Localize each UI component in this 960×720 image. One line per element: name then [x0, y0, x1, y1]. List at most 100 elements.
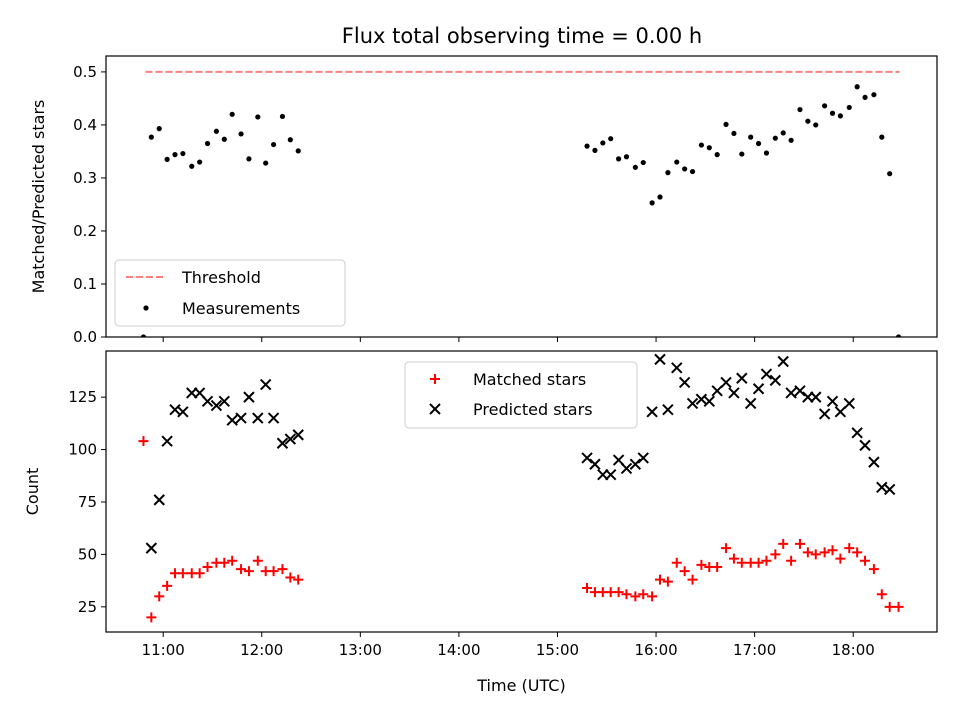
data-point: [267, 412, 280, 424]
data-point: [819, 547, 830, 558]
y-tick-label: 0.0: [73, 328, 97, 346]
legend-measurements-label: Measurements: [182, 299, 300, 318]
data-point: [638, 589, 649, 600]
data-point: [180, 150, 186, 157]
data-point: [770, 549, 781, 560]
data-point: [662, 576, 673, 587]
data-point: [154, 591, 165, 602]
chart-panel-2: 11:00 12:00 13:00 14:00 15:00 16:00 17:00 18:00…: [23, 350, 938, 695]
data-point: [887, 171, 893, 177]
data-point: [689, 168, 696, 175]
data-point: [657, 194, 663, 200]
data-point: [843, 397, 855, 410]
x-tick-label: 14:00: [437, 641, 480, 659]
data-point: [202, 561, 213, 572]
data-point: [295, 148, 301, 154]
data-point: [621, 589, 632, 600]
legend: Matched stars Predicted stars: [404, 361, 638, 429]
data-point: [728, 387, 740, 399]
data-point: [854, 84, 860, 90]
legend-threshold-label: Threshold: [181, 268, 261, 287]
data-point: [227, 555, 238, 566]
data-point: [218, 395, 230, 408]
data-point: [138, 436, 149, 447]
data-point: [623, 154, 630, 160]
legend-measurements-swatch: [143, 305, 149, 311]
data-point: [238, 131, 244, 137]
data-point: [252, 555, 263, 566]
data-point: [140, 334, 147, 337]
data-point: [649, 200, 655, 206]
data-point: [284, 433, 297, 445]
data-point: [285, 572, 296, 583]
data-point: [665, 170, 671, 176]
legend: Threshold Measurements: [114, 259, 346, 327]
x-tick-label: 12:00: [240, 641, 283, 659]
data-point: [630, 591, 641, 602]
data-point: [615, 156, 622, 162]
data-point: [678, 376, 691, 389]
data-point: [761, 555, 772, 566]
data-point: [204, 140, 211, 147]
y-axis-label: Matched/Predicted stars: [29, 100, 48, 294]
data-point: [620, 462, 633, 475]
data-point: [818, 408, 831, 420]
data-point: [748, 134, 754, 140]
data-point: [592, 147, 598, 153]
legend-predicted-label: Predicted stars: [473, 400, 593, 419]
data-point: [852, 547, 863, 558]
data-point: [189, 163, 195, 169]
data-point: [827, 545, 838, 556]
series-predicted-stars: [145, 353, 896, 554]
data-point: [279, 113, 286, 120]
data-point: [172, 152, 178, 158]
x-tick-label: 13:00: [339, 641, 382, 659]
data-point: [794, 385, 806, 397]
data-point: [879, 134, 885, 140]
data-point: [581, 452, 593, 464]
data-point: [226, 414, 238, 426]
data-point: [805, 118, 811, 124]
data-point: [686, 397, 699, 410]
data-point: [859, 439, 871, 452]
data-point: [731, 130, 737, 137]
data-point: [148, 134, 154, 140]
data-point: [712, 561, 723, 572]
data-point: [292, 429, 304, 441]
data-point: [895, 334, 902, 337]
data-point: [219, 557, 230, 568]
y-tick-label: 25: [78, 598, 97, 616]
data-point: [698, 142, 705, 148]
data-point: [802, 547, 813, 558]
data-point: [786, 555, 797, 566]
legend-box: [404, 361, 638, 429]
data-point: [608, 136, 614, 142]
data-point: [213, 128, 220, 134]
data-point: [671, 557, 682, 568]
data-point: [851, 427, 863, 439]
plot-area: [138, 353, 904, 623]
data-point: [753, 557, 764, 568]
series-measurements: [140, 84, 902, 337]
data-point: [210, 399, 223, 412]
x-tick-label: 17:00: [733, 641, 776, 659]
data-point: [674, 159, 680, 165]
legend-predicted-swatch: [429, 403, 441, 415]
data-point: [829, 110, 836, 116]
data-point: [862, 94, 868, 100]
data-point: [714, 152, 720, 158]
y-tick-label: 0.3: [73, 169, 97, 187]
data-point: [246, 156, 252, 162]
data-point: [600, 140, 606, 146]
data-point: [662, 404, 674, 416]
data-point: [145, 542, 158, 554]
data-point: [763, 150, 770, 156]
x-tick-label: 15:00: [536, 641, 579, 659]
data-point: [243, 566, 254, 577]
data-point: [229, 111, 235, 117]
data-point: [654, 353, 666, 366]
data-point: [682, 166, 688, 172]
data-point: [584, 143, 590, 149]
data-point: [235, 412, 247, 424]
data-point: [797, 106, 803, 113]
